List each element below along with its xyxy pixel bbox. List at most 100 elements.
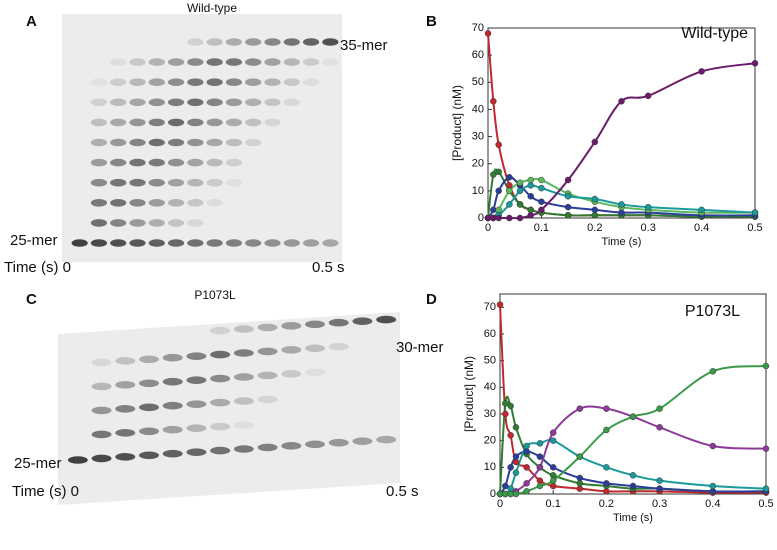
data-point bbox=[523, 442, 530, 450]
gel-band bbox=[167, 219, 185, 227]
gel-band bbox=[302, 78, 320, 86]
data-point bbox=[698, 68, 705, 75]
gel-time-end: 0.5 s bbox=[386, 483, 419, 500]
data-point bbox=[502, 400, 509, 407]
gel-band bbox=[245, 138, 262, 147]
gel-band bbox=[206, 138, 223, 147]
gel-band bbox=[264, 38, 281, 46]
gel-band bbox=[245, 38, 262, 46]
annotation: Wild-type bbox=[681, 25, 748, 42]
data-point bbox=[762, 362, 770, 370]
data-point bbox=[656, 485, 663, 492]
x-tick-label: 0.1 bbox=[534, 222, 549, 234]
data-point bbox=[527, 182, 534, 189]
gel-band bbox=[129, 78, 146, 86]
gel-band bbox=[245, 118, 262, 127]
data-point bbox=[591, 212, 599, 219]
gel-band bbox=[187, 158, 204, 167]
chart: 0 10 20 30 40 50 60 70 0 0.1 0.2 0.3 0.4 0.5 Time (s) [… bbox=[426, 291, 774, 524]
gel-band bbox=[376, 435, 397, 444]
gel-band bbox=[148, 98, 165, 107]
gel-top-label: 30-mer bbox=[396, 339, 444, 356]
data-point bbox=[536, 464, 544, 471]
data-point bbox=[516, 179, 524, 186]
charts: 0 10 20 30 40 50 60 70 0 0.1 0.2 0.3 0.4 0.5 Time (s) [… bbox=[426, 13, 774, 524]
gel-band bbox=[129, 58, 146, 66]
data-point bbox=[523, 464, 530, 471]
gel-band bbox=[257, 443, 278, 452]
data-point bbox=[549, 464, 557, 471]
x-tick-label: 0 bbox=[497, 498, 503, 510]
data-point bbox=[644, 92, 652, 100]
y-tick-label: 30 bbox=[484, 408, 496, 420]
gel-band bbox=[206, 58, 223, 66]
gel-band bbox=[210, 398, 231, 407]
data-point bbox=[506, 174, 513, 181]
gel-band bbox=[167, 178, 185, 187]
gel-band bbox=[233, 349, 254, 357]
gel-band bbox=[110, 199, 127, 207]
gel-time-start: Time (s) 0 bbox=[4, 259, 71, 276]
gel-band bbox=[305, 344, 325, 353]
gel-band bbox=[110, 98, 127, 107]
gel-band bbox=[302, 58, 320, 66]
gel-band bbox=[210, 422, 231, 431]
gel-band bbox=[186, 352, 207, 360]
gel-band bbox=[187, 239, 204, 247]
y-axis-label: [Product] (nM) bbox=[450, 85, 464, 161]
gel-band bbox=[305, 368, 325, 377]
data-point bbox=[629, 472, 637, 479]
gel-band bbox=[139, 427, 159, 436]
gel-band bbox=[225, 38, 243, 46]
gel-band bbox=[148, 239, 165, 247]
gel-band bbox=[206, 199, 223, 207]
gel-band bbox=[71, 239, 88, 247]
gel-band bbox=[167, 98, 185, 107]
gel-panels: A Wild-type 35-mer 25-mer Time (s) 0 0.5 s C P1… bbox=[4, 1, 444, 505]
gel-band bbox=[129, 199, 146, 207]
gel-band bbox=[91, 430, 112, 439]
data-point bbox=[698, 206, 705, 214]
gel-band bbox=[187, 78, 204, 86]
data-point bbox=[603, 405, 610, 412]
gel-band bbox=[210, 446, 231, 455]
data-point bbox=[484, 30, 492, 37]
y-tick-label: 0 bbox=[490, 488, 496, 500]
x-tick-label: 0.5 bbox=[747, 222, 762, 234]
data-point bbox=[549, 429, 557, 436]
gel-band bbox=[305, 440, 325, 449]
gel-band bbox=[167, 199, 185, 207]
data-point bbox=[656, 405, 663, 412]
x-tick-label: 0.3 bbox=[652, 498, 667, 510]
gel-band bbox=[90, 199, 108, 207]
data-point bbox=[538, 198, 545, 205]
gel-band bbox=[90, 178, 108, 187]
gel-band bbox=[90, 98, 108, 107]
data-point bbox=[618, 209, 625, 216]
gel-band bbox=[167, 239, 185, 247]
data-point bbox=[523, 488, 530, 495]
gel-time-end: 0.5 s bbox=[312, 259, 345, 276]
gel-band bbox=[90, 219, 108, 227]
gel-band bbox=[283, 78, 300, 86]
data-point bbox=[495, 187, 502, 195]
data-point bbox=[495, 214, 502, 222]
panel-letter: B bbox=[426, 13, 437, 30]
data-point bbox=[618, 98, 625, 105]
gel-band bbox=[148, 138, 165, 147]
data-point bbox=[495, 168, 502, 176]
gel-band bbox=[376, 315, 397, 324]
gel-band bbox=[206, 158, 223, 167]
gel-band bbox=[328, 342, 349, 351]
gel-band bbox=[257, 395, 278, 404]
data-point bbox=[603, 426, 610, 434]
gel-bottom-label: 25-mer bbox=[14, 455, 62, 472]
gel-band bbox=[90, 158, 108, 167]
data-point bbox=[506, 201, 513, 208]
data-point bbox=[502, 410, 509, 418]
data-point bbox=[495, 141, 502, 148]
data-point bbox=[527, 206, 534, 214]
data-point bbox=[506, 187, 513, 195]
gel-band bbox=[67, 456, 88, 464]
gel-band bbox=[167, 138, 185, 147]
